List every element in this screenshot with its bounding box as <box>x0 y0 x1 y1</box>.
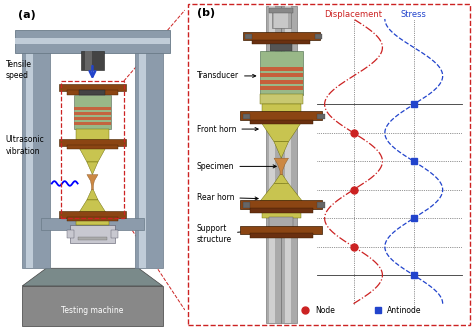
Bar <box>281 6 297 323</box>
Bar <box>15 38 170 44</box>
Bar <box>270 44 292 51</box>
Bar <box>250 234 312 238</box>
Polygon shape <box>76 200 109 218</box>
Bar <box>262 104 301 116</box>
Polygon shape <box>257 116 305 142</box>
Bar <box>111 230 118 238</box>
Bar <box>240 226 322 234</box>
Text: Ultrasonic
vibration: Ultrasonic vibration <box>6 136 44 156</box>
Bar <box>315 34 322 39</box>
Bar <box>269 6 275 323</box>
Bar <box>74 122 111 125</box>
Text: Antinode: Antinode <box>387 306 422 315</box>
Bar <box>260 67 303 71</box>
Text: Node: Node <box>315 306 335 315</box>
Bar <box>66 90 118 95</box>
Bar <box>318 202 325 208</box>
Bar <box>269 8 293 13</box>
Bar <box>76 129 109 142</box>
Bar <box>61 81 124 218</box>
Bar <box>250 208 312 213</box>
Text: Front horn: Front horn <box>197 125 258 134</box>
Bar <box>74 112 111 115</box>
Bar <box>260 51 303 95</box>
Bar <box>260 80 303 84</box>
Bar <box>265 6 281 323</box>
Bar <box>318 114 325 119</box>
Text: Support
structure: Support structure <box>197 224 258 244</box>
Bar <box>260 86 303 90</box>
Bar <box>260 73 303 77</box>
Bar <box>243 114 250 119</box>
Bar <box>70 225 115 243</box>
Text: Stress: Stress <box>401 10 427 19</box>
Bar <box>82 51 103 70</box>
Bar <box>269 217 293 230</box>
Polygon shape <box>274 158 289 175</box>
Bar <box>74 107 111 110</box>
Bar <box>240 111 322 120</box>
Text: Tensile
speed: Tensile speed <box>6 60 32 80</box>
Bar <box>250 119 312 124</box>
Bar <box>85 51 92 70</box>
Polygon shape <box>22 268 163 286</box>
Bar <box>66 217 118 221</box>
Bar <box>74 95 111 129</box>
Text: Testing machine: Testing machine <box>61 306 124 315</box>
Text: Displacement: Displacement <box>325 10 383 19</box>
Bar <box>262 205 301 218</box>
Text: (a): (a) <box>18 10 36 20</box>
Bar <box>285 6 291 323</box>
Bar <box>240 200 322 209</box>
Bar <box>66 230 74 238</box>
Bar <box>78 237 107 240</box>
Bar <box>272 9 291 28</box>
Bar <box>41 218 144 230</box>
Polygon shape <box>274 175 289 184</box>
Text: Transducer: Transducer <box>197 71 255 80</box>
Bar <box>245 34 252 39</box>
Text: Rear horn: Rear horn <box>197 193 258 202</box>
Polygon shape <box>87 190 98 200</box>
Bar <box>22 286 163 326</box>
Text: Specimen: Specimen <box>197 162 276 171</box>
Bar <box>66 145 118 149</box>
Bar <box>243 32 320 40</box>
Polygon shape <box>87 175 98 190</box>
Polygon shape <box>257 184 305 205</box>
Bar <box>59 139 126 145</box>
Bar <box>76 217 109 225</box>
Bar <box>59 211 126 218</box>
Polygon shape <box>274 142 289 158</box>
Bar <box>252 40 310 44</box>
Bar <box>243 202 250 208</box>
Bar <box>260 94 303 104</box>
Bar <box>22 47 50 268</box>
Bar <box>59 84 126 91</box>
Polygon shape <box>76 142 109 162</box>
Bar <box>15 30 170 53</box>
Bar <box>135 47 163 268</box>
Text: (b): (b) <box>197 8 215 17</box>
Bar <box>274 9 289 28</box>
Polygon shape <box>87 162 98 175</box>
Bar <box>80 90 105 95</box>
Bar <box>138 47 146 268</box>
Bar <box>26 47 33 268</box>
Bar <box>74 117 111 120</box>
